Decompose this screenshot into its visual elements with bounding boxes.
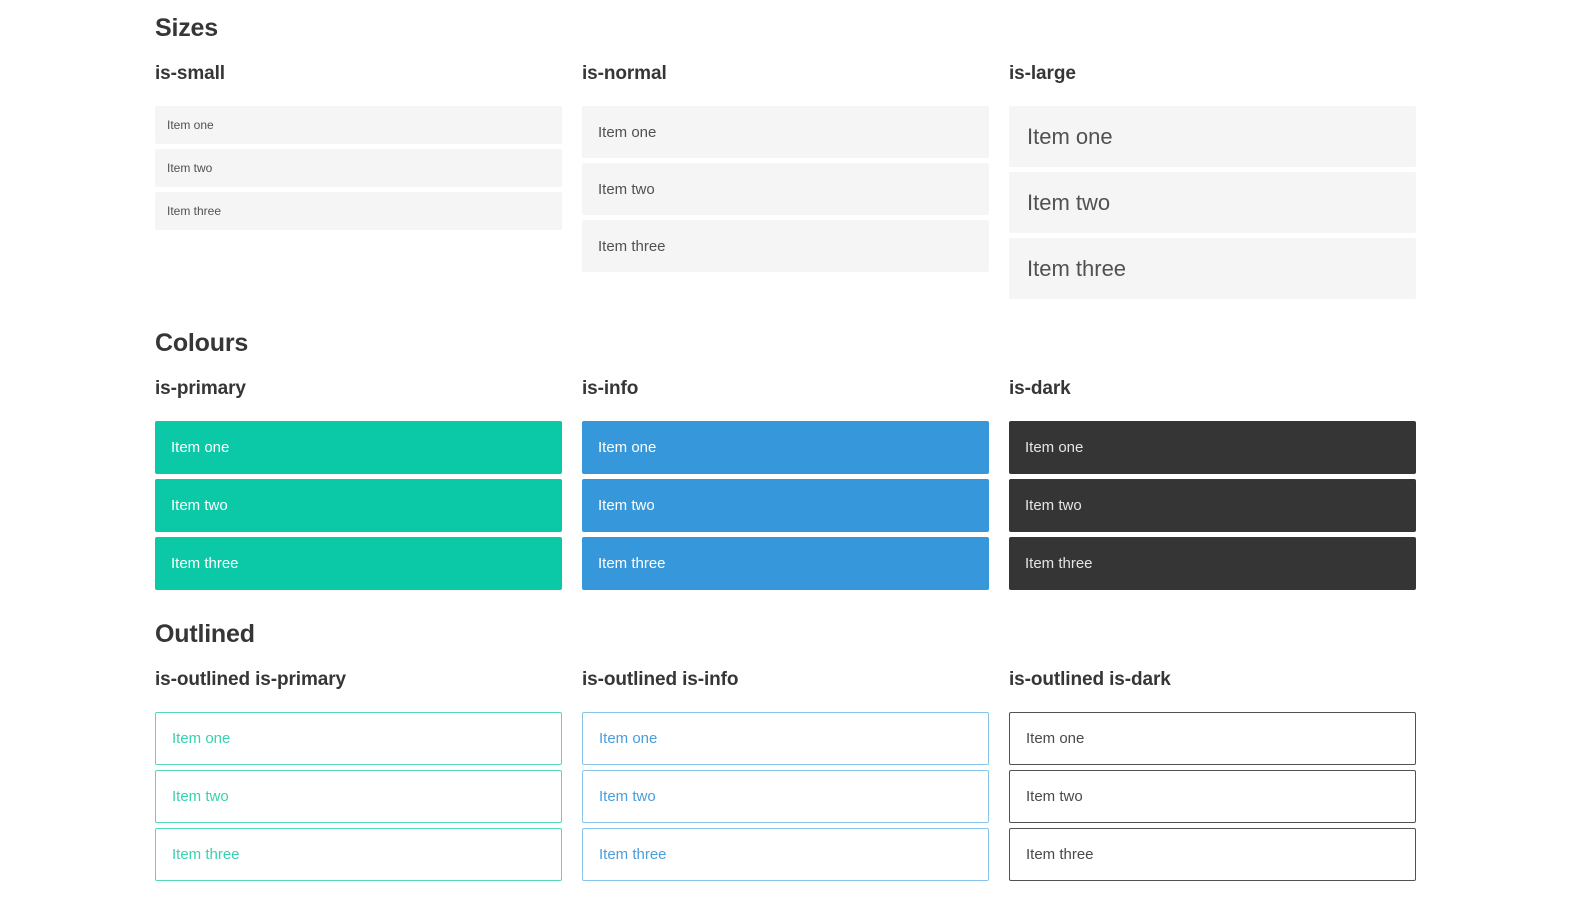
- group-is-info: is-info Item one Item two Item three: [582, 377, 989, 590]
- outlined-columns: is-outlined is-primary Item one Item two…: [155, 668, 1575, 881]
- item-list-outlined-dark: Item one Item two Item three: [1009, 712, 1416, 881]
- section-outlined: Outlined is-outlined is-primary Item one…: [155, 618, 1575, 881]
- colours-columns: is-primary Item one Item two Item three …: [155, 377, 1575, 590]
- group-outlined-primary: is-outlined is-primary Item one Item two…: [155, 668, 562, 881]
- list-item[interactable]: Item one: [155, 712, 562, 765]
- group-is-large: is-large Item one Item two Item three: [1009, 62, 1416, 299]
- list-item[interactable]: Item one: [582, 106, 989, 158]
- section-title-colours: Colours: [155, 329, 249, 357]
- list-item[interactable]: Item one: [582, 712, 989, 765]
- item-list-large: Item one Item two Item three: [1009, 106, 1416, 299]
- list-item[interactable]: Item two: [1009, 479, 1416, 532]
- list-item[interactable]: Item two: [155, 149, 562, 187]
- list-item[interactable]: Item three: [155, 537, 562, 590]
- section-sizes: Sizes is-small Item one Item two Item th…: [155, 12, 1575, 299]
- list-item[interactable]: Item one: [155, 106, 562, 144]
- item-list-outlined-primary: Item one Item two Item three: [155, 712, 562, 881]
- item-list-outlined-info: Item one Item two Item three: [582, 712, 989, 881]
- list-item[interactable]: Item one: [1009, 712, 1416, 765]
- group-title-is-small: is-small: [155, 63, 225, 84]
- group-title-is-dark: is-dark: [1009, 378, 1071, 399]
- list-item[interactable]: Item three: [155, 192, 562, 230]
- list-item[interactable]: Item three: [155, 828, 562, 881]
- list-item[interactable]: Item two: [1009, 172, 1416, 233]
- list-item[interactable]: Item three: [582, 220, 989, 272]
- list-item[interactable]: Item one: [1009, 421, 1416, 474]
- list-item[interactable]: Item one: [1009, 106, 1416, 167]
- list-item[interactable]: Item one: [582, 421, 989, 474]
- group-is-dark: is-dark Item one Item two Item three: [1009, 377, 1416, 590]
- group-title-outlined-info: is-outlined is-info: [582, 669, 739, 690]
- item-list-dark: Item one Item two Item three: [1009, 421, 1416, 590]
- sizes-columns: is-small Item one Item two Item three is…: [155, 62, 1575, 299]
- group-is-normal: is-normal Item one Item two Item three: [582, 62, 989, 272]
- section-colours: Colours is-primary Item one Item two Ite…: [155, 327, 1575, 590]
- group-title-outlined-primary: is-outlined is-primary: [155, 669, 347, 690]
- group-title-outlined-dark: is-outlined is-dark: [1009, 669, 1171, 690]
- group-title-is-primary: is-primary: [155, 378, 246, 399]
- list-item[interactable]: Item one: [155, 421, 562, 474]
- list-item[interactable]: Item three: [1009, 238, 1416, 299]
- group-outlined-info: is-outlined is-info Item one Item two It…: [582, 668, 989, 881]
- section-title-outlined: Outlined: [155, 620, 255, 648]
- group-title-is-info: is-info: [582, 378, 639, 399]
- item-list-normal: Item one Item two Item three: [582, 106, 989, 272]
- list-item[interactable]: Item two: [155, 479, 562, 532]
- list-item[interactable]: Item two: [582, 770, 989, 823]
- group-title-is-normal: is-normal: [582, 63, 667, 84]
- list-item[interactable]: Item two: [1009, 770, 1416, 823]
- list-item[interactable]: Item three: [582, 828, 989, 881]
- item-list-small: Item one Item two Item three: [155, 106, 562, 230]
- list-item[interactable]: Item three: [582, 537, 989, 590]
- list-item[interactable]: Item three: [1009, 828, 1416, 881]
- list-item[interactable]: Item two: [582, 163, 989, 215]
- group-outlined-dark: is-outlined is-dark Item one Item two It…: [1009, 668, 1416, 881]
- list-item[interactable]: Item two: [582, 479, 989, 532]
- group-is-primary: is-primary Item one Item two Item three: [155, 377, 562, 590]
- section-title-sizes: Sizes: [155, 14, 218, 42]
- item-list-info: Item one Item two Item three: [582, 421, 989, 590]
- list-item[interactable]: Item two: [155, 770, 562, 823]
- group-is-small: is-small Item one Item two Item three: [155, 62, 562, 230]
- item-list-primary: Item one Item two Item three: [155, 421, 562, 590]
- group-title-is-large: is-large: [1009, 63, 1076, 84]
- list-item[interactable]: Item three: [1009, 537, 1416, 590]
